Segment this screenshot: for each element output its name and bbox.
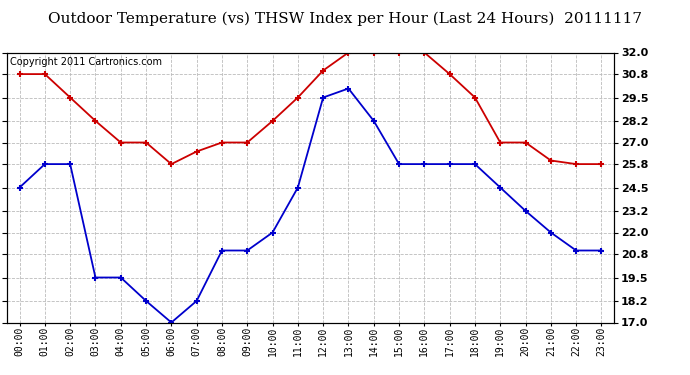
Text: Copyright 2011 Cartronics.com: Copyright 2011 Cartronics.com	[10, 57, 162, 66]
Text: Outdoor Temperature (vs) THSW Index per Hour (Last 24 Hours)  20111117: Outdoor Temperature (vs) THSW Index per …	[48, 11, 642, 26]
